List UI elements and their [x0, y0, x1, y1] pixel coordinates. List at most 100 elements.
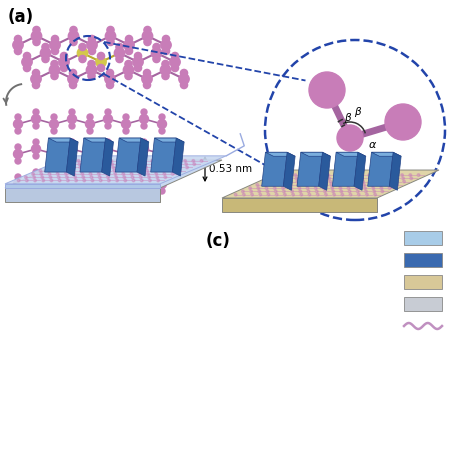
Circle shape: [294, 174, 297, 176]
Circle shape: [152, 163, 155, 165]
Circle shape: [106, 70, 114, 77]
Circle shape: [157, 149, 166, 158]
Circle shape: [286, 174, 289, 176]
Circle shape: [79, 166, 82, 169]
Circle shape: [360, 174, 362, 176]
Circle shape: [58, 179, 61, 182]
Circle shape: [80, 169, 83, 172]
Circle shape: [116, 43, 123, 51]
Circle shape: [107, 176, 109, 179]
Circle shape: [272, 180, 274, 183]
Circle shape: [88, 169, 91, 172]
Circle shape: [304, 180, 307, 183]
Circle shape: [125, 47, 133, 55]
Polygon shape: [48, 138, 78, 142]
Circle shape: [329, 180, 331, 183]
Circle shape: [327, 174, 329, 176]
Polygon shape: [332, 152, 358, 186]
Circle shape: [31, 144, 40, 154]
Circle shape: [139, 172, 141, 175]
Circle shape: [325, 193, 327, 196]
Circle shape: [122, 180, 131, 188]
Circle shape: [380, 187, 383, 189]
Circle shape: [47, 169, 50, 172]
Circle shape: [42, 179, 45, 182]
FancyBboxPatch shape: [404, 253, 442, 267]
Circle shape: [63, 169, 66, 172]
Circle shape: [143, 70, 150, 77]
Circle shape: [192, 160, 195, 162]
Circle shape: [86, 160, 88, 162]
Circle shape: [273, 184, 275, 186]
Circle shape: [32, 172, 34, 175]
Circle shape: [159, 160, 162, 162]
Circle shape: [97, 52, 105, 60]
Circle shape: [97, 172, 100, 175]
Circle shape: [15, 35, 22, 43]
Circle shape: [68, 74, 78, 84]
Circle shape: [176, 160, 178, 162]
Polygon shape: [262, 152, 287, 186]
Circle shape: [67, 179, 69, 182]
Circle shape: [140, 174, 149, 183]
Circle shape: [103, 163, 105, 165]
Polygon shape: [137, 138, 149, 176]
Circle shape: [362, 180, 364, 183]
Circle shape: [123, 128, 129, 134]
Circle shape: [50, 179, 53, 182]
Circle shape: [68, 144, 77, 154]
Circle shape: [103, 115, 112, 124]
Circle shape: [128, 166, 131, 169]
Polygon shape: [119, 138, 149, 142]
Circle shape: [118, 160, 121, 162]
Circle shape: [107, 26, 114, 33]
Circle shape: [33, 183, 39, 189]
Circle shape: [328, 177, 330, 180]
Circle shape: [161, 40, 171, 50]
Circle shape: [376, 174, 379, 176]
Circle shape: [14, 119, 23, 128]
Circle shape: [373, 190, 376, 193]
Circle shape: [251, 193, 253, 196]
Circle shape: [51, 188, 57, 194]
Circle shape: [87, 188, 93, 194]
Circle shape: [107, 39, 114, 46]
Circle shape: [299, 190, 302, 193]
Circle shape: [78, 163, 81, 165]
Circle shape: [280, 180, 282, 183]
Circle shape: [33, 176, 35, 179]
Circle shape: [387, 184, 390, 186]
Circle shape: [32, 70, 39, 77]
Circle shape: [159, 144, 165, 150]
Circle shape: [163, 47, 170, 55]
Polygon shape: [102, 138, 113, 176]
Circle shape: [144, 163, 146, 165]
Circle shape: [163, 35, 170, 43]
Circle shape: [156, 176, 158, 179]
Circle shape: [15, 144, 21, 150]
Circle shape: [168, 163, 171, 165]
Circle shape: [142, 74, 152, 84]
Circle shape: [24, 64, 31, 71]
Circle shape: [13, 40, 23, 50]
Circle shape: [352, 177, 355, 180]
Circle shape: [91, 179, 94, 182]
Circle shape: [40, 48, 51, 58]
Circle shape: [125, 35, 133, 43]
Circle shape: [355, 187, 358, 189]
Circle shape: [86, 65, 97, 75]
Circle shape: [147, 172, 149, 175]
Circle shape: [31, 115, 40, 124]
Circle shape: [160, 65, 171, 75]
Circle shape: [49, 180, 58, 188]
Circle shape: [95, 166, 98, 169]
Circle shape: [296, 180, 299, 183]
Circle shape: [159, 158, 165, 164]
Circle shape: [141, 123, 147, 129]
Circle shape: [271, 177, 273, 180]
Circle shape: [96, 169, 99, 172]
Circle shape: [164, 176, 167, 179]
Polygon shape: [115, 138, 141, 172]
Circle shape: [94, 163, 97, 165]
Circle shape: [385, 177, 388, 180]
